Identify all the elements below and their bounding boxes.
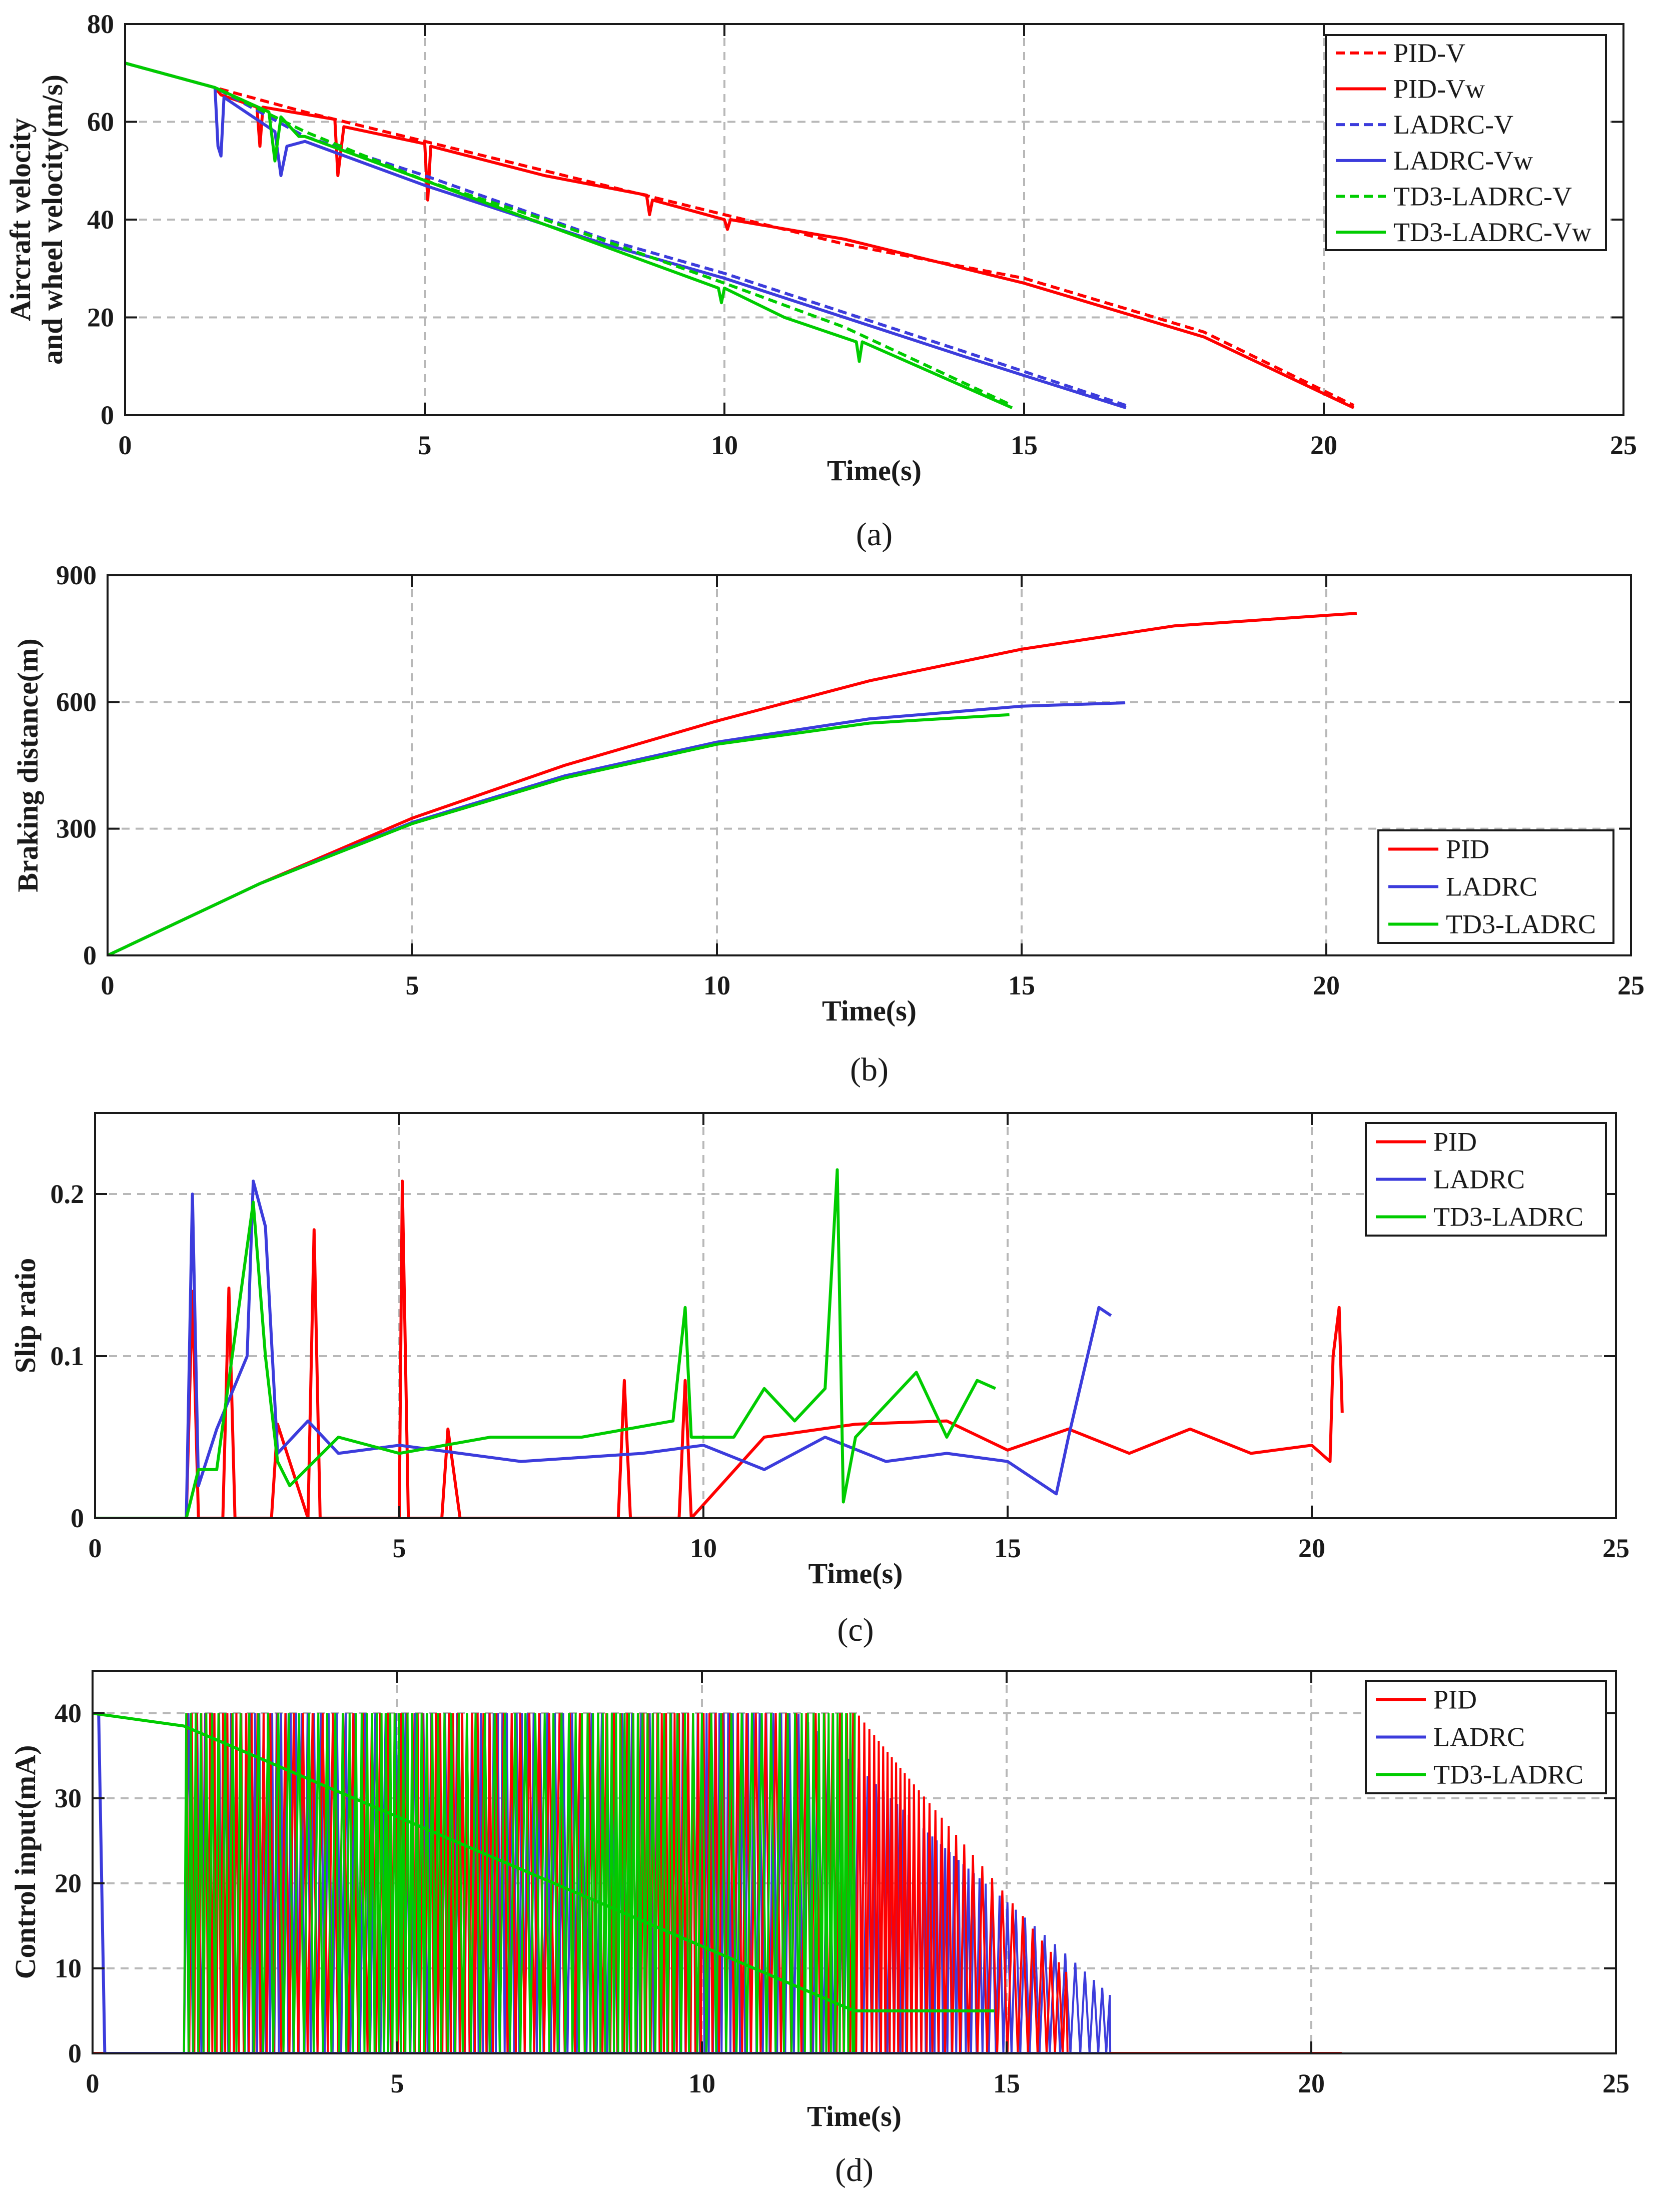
x-tick-label: 5 (393, 1533, 406, 1563)
legend-label: LADRC (1433, 1165, 1525, 1195)
panel-a: 0 5 10 15 20 25 0 20 40 60 80 Time(s) Aircraft veloc… (4, 9, 1637, 553)
x-tick-label: 0 (89, 1533, 102, 1563)
x-tick-label: 20 (1298, 1533, 1325, 1563)
legend-label: TD3-LADRC (1433, 1202, 1583, 1232)
x-tick-label: 20 (1310, 430, 1337, 460)
x-tick-label: 25 (1602, 1533, 1629, 1563)
series-line-ladrc (95, 1180, 1112, 1518)
legend-label: TD3-LADRC-Vw (1393, 217, 1591, 247)
legend-label: TD3-LADRC-V (1393, 182, 1572, 212)
y-tick-label: 900 (56, 560, 97, 590)
y-axis-label: Control input(mA) (9, 1745, 42, 1979)
series-line-td3-ladrc (93, 1712, 995, 2012)
legend-label: PID (1433, 1127, 1477, 1157)
x-tick-label: 15 (1008, 970, 1035, 1000)
legend-label: LADRC (1433, 1722, 1525, 1752)
y-tick-label: 600 (56, 687, 97, 717)
panel-caption: (d) (835, 2152, 874, 2188)
x-tick-label: 5 (418, 430, 432, 460)
axes-box (92, 1670, 1617, 2054)
y-tick-label: 0.1 (51, 1341, 85, 1371)
y-tick-label: 20 (87, 303, 114, 333)
y-tick-label: 20 (55, 1868, 82, 1898)
y-axis-label: Slip ratio (9, 1258, 42, 1373)
series-line-pid-vw (125, 62, 1355, 410)
y-tick-label: 0 (101, 400, 114, 430)
x-tick-label: 20 (1298, 2068, 1325, 2098)
y-tick-label: 80 (87, 9, 114, 39)
x-tick-label: 25 (1602, 2068, 1629, 2098)
x-axis-label: Time(s) (808, 1557, 903, 1590)
x-tick-label: 25 (1617, 970, 1644, 1000)
y-tick-label: 0 (83, 940, 97, 970)
panel-caption: (a) (856, 516, 893, 553)
y-axis-label: Aircraft velocityand wheel velocity(m/s) (4, 75, 69, 365)
series-group (108, 612, 1357, 955)
x-tick-label: 20 (1313, 970, 1340, 1000)
legend-label: PID-V (1393, 38, 1465, 68)
panel-d: 0 5 10 15 20 25 0 10 20 30 40 Time(s) Control input(… (9, 1670, 1629, 2188)
series-line-ladrc-vw (125, 62, 1127, 410)
legend-label: TD3-LADRC (1433, 1760, 1583, 1790)
y-axis-label: Braking distance(m) (12, 638, 44, 892)
y-tick-label: 60 (87, 107, 114, 137)
x-tick-label: 15 (994, 1533, 1021, 1563)
legend-label: LADRC-V (1393, 110, 1513, 140)
oscillation-td3-ladrc (183, 1713, 856, 2053)
x-tick-label: 5 (406, 970, 419, 1000)
panel-caption: (b) (850, 1051, 889, 1088)
x-tick-label: 5 (391, 2068, 404, 2098)
y-tick-label: 40 (87, 205, 114, 235)
x-tick-label: 0 (101, 970, 115, 1000)
axes-box (107, 574, 1632, 956)
x-axis-label: Time(s) (822, 994, 917, 1027)
legend-label: LADRC (1446, 872, 1537, 902)
legend-label: PID (1446, 834, 1489, 864)
x-tick-label: 10 (703, 970, 730, 1000)
series-line-td3-ladrc (95, 1168, 996, 1518)
legend-label: PID (1433, 1685, 1477, 1715)
x-axis-label: Time(s) (827, 454, 922, 487)
axes-box (94, 1112, 1617, 1519)
x-tick-label: 0 (86, 2068, 100, 2098)
x-tick-label: 10 (711, 430, 738, 460)
oscillation-pid (183, 1713, 1069, 2053)
y-tick-label: 300 (56, 814, 97, 844)
y-tick-label: 0.2 (51, 1179, 85, 1209)
legend-label: TD3-LADRC (1446, 909, 1596, 939)
legend-box (1325, 34, 1607, 251)
series-line-pid (95, 1180, 1344, 1518)
y-tick-label: 10 (55, 1953, 82, 1983)
x-tick-label: 10 (690, 1533, 717, 1563)
y-tick-label: 40 (55, 1698, 82, 1728)
series-group (125, 62, 1355, 410)
x-tick-label: 25 (1610, 430, 1637, 460)
x-tick-label: 10 (688, 2068, 715, 2098)
panel-b: 0 5 10 15 20 25 0 300 600 900 Time(s) Braking dista… (12, 560, 1644, 1088)
legend-label: LADRC-Vw (1393, 146, 1533, 176)
panel-caption: (c) (837, 1612, 874, 1648)
series-line-td3-ladrc-v (125, 62, 1013, 407)
series-group (95, 1168, 1344, 1518)
series-line-td3-ladrc (108, 713, 1010, 955)
x-tick-label: 15 (1011, 430, 1038, 460)
y-tick-label: 0 (71, 1503, 84, 1533)
plot-area (108, 575, 1631, 955)
y-tick-label: 30 (55, 1783, 82, 1813)
x-axis-label: Time(s) (807, 2100, 902, 2132)
legend-label: PID-Vw (1393, 74, 1485, 104)
series-line-td3-ladrc-vw (125, 62, 1013, 410)
x-tick-label: 15 (993, 2068, 1020, 2098)
y-tick-label: 0 (68, 2038, 82, 2068)
x-tick-label: 0 (119, 430, 132, 460)
panel-c: 0 5 10 15 20 25 0 0.1 0.2 Time(s) Slip ratio (c) PID… (9, 1112, 1629, 1648)
